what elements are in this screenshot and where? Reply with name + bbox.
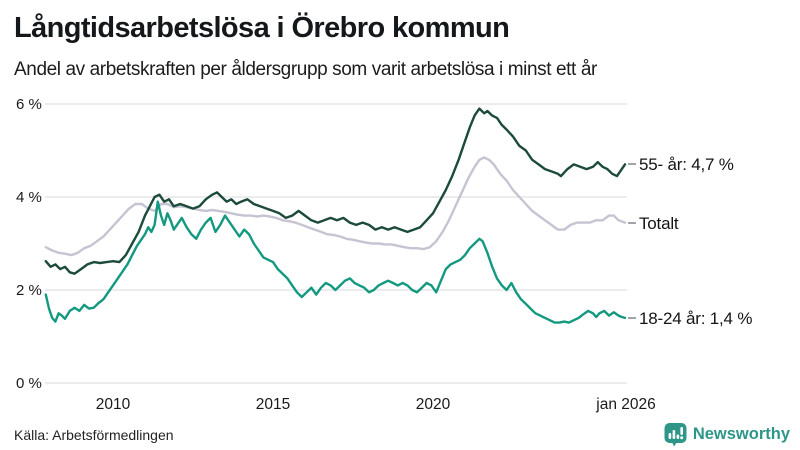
y-tick-6: 6 % (16, 96, 42, 113)
y-tick-2: 2 % (16, 282, 42, 299)
x-tick-2015: 2015 (256, 396, 290, 413)
x-axis: 2010 2015 2020 jan 2026 (96, 396, 656, 413)
page-title: Långtidsarbetslösa i Örebro kommun (14, 12, 510, 44)
source-note: Källa: Arbetsförmedlingen (14, 427, 174, 443)
y-axis: 0 % 2 % 4 % 6 % (16, 96, 42, 392)
line-18-24-ar (44, 200, 627, 324)
line-55-ar (44, 107, 627, 275)
series-lines (44, 107, 627, 324)
y-tick-4: 4 % (16, 189, 42, 206)
y-tick-0: 0 % (16, 375, 42, 392)
brand-name: Newsworthy (692, 425, 790, 443)
x-tick-jan-2026: jan 2026 (595, 396, 655, 413)
page-subtitle: Andel av arbetskraften per åldersgrupp s… (14, 59, 597, 80)
label-55-ar: 55- år: 4,7 % (639, 155, 734, 174)
line-totalt (44, 156, 627, 257)
x-tick-2020: 2020 (416, 396, 451, 413)
series-end-labels: 55- år: 4,7 % Totalt 18-24 år: 1,4 % (628, 155, 753, 328)
bar-chart-bubble-icon (664, 423, 687, 447)
x-tick-2010: 2010 (96, 396, 131, 413)
label-18-24-ar: 18-24 år: 1,4 % (639, 309, 752, 328)
newsworthy-brand: Newsworthy (664, 422, 790, 447)
label-totalt: Totalt (639, 214, 679, 233)
